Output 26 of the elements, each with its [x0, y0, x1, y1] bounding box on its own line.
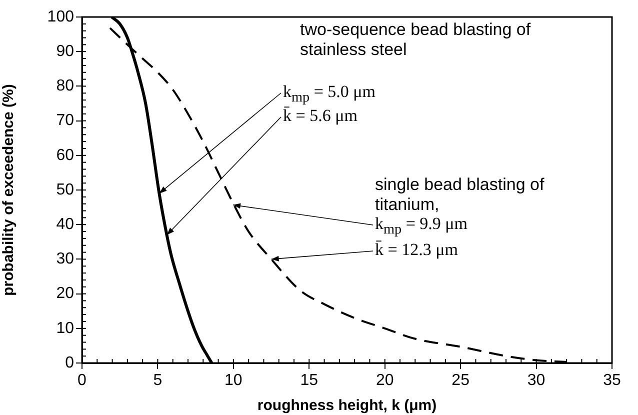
x-tick-label: 15 [300, 372, 318, 390]
y-tick-label: 10 [56, 320, 74, 337]
annotation: k̄ = 5.6 μm [283, 106, 358, 126]
y-axis-title: probability of exceedence (%) [0, 84, 18, 296]
x-tick-label: 20 [376, 372, 394, 390]
x-tick-label: 30 [527, 372, 546, 390]
y-tick-label: 100 [47, 8, 74, 26]
x-tick-label: 25 [452, 372, 470, 390]
y-tick-label: 30 [56, 250, 74, 268]
x-axis-title: roughness height, k (μm) [257, 397, 437, 414]
annotation: k̄ = 12.3 μm [375, 240, 459, 260]
y-tick-label: 60 [56, 146, 74, 164]
annotation: two-sequence bead blasting of stainless steel [300, 20, 532, 60]
x-tick-label: 0 [78, 372, 87, 390]
y-tick-label: 40 [56, 216, 74, 234]
x-tick-label: 35 [603, 372, 621, 390]
y-tick-label: 80 [56, 78, 74, 95]
y-tick-label: 90 [56, 43, 74, 60]
y-tick-label: 70 [56, 112, 74, 130]
y-tick-label: 20 [56, 285, 74, 302]
y-tick-label: 50 [56, 181, 74, 198]
annotation: k$_{mp}$ = 5.0 μm [283, 82, 377, 106]
y-tick-label: 0 [65, 354, 74, 372]
annotation: k$_{mp}$ = 9.9 μm [375, 214, 469, 240]
x-tick-label: 10 [224, 372, 242, 390]
x-tick-label: 5 [153, 372, 162, 390]
